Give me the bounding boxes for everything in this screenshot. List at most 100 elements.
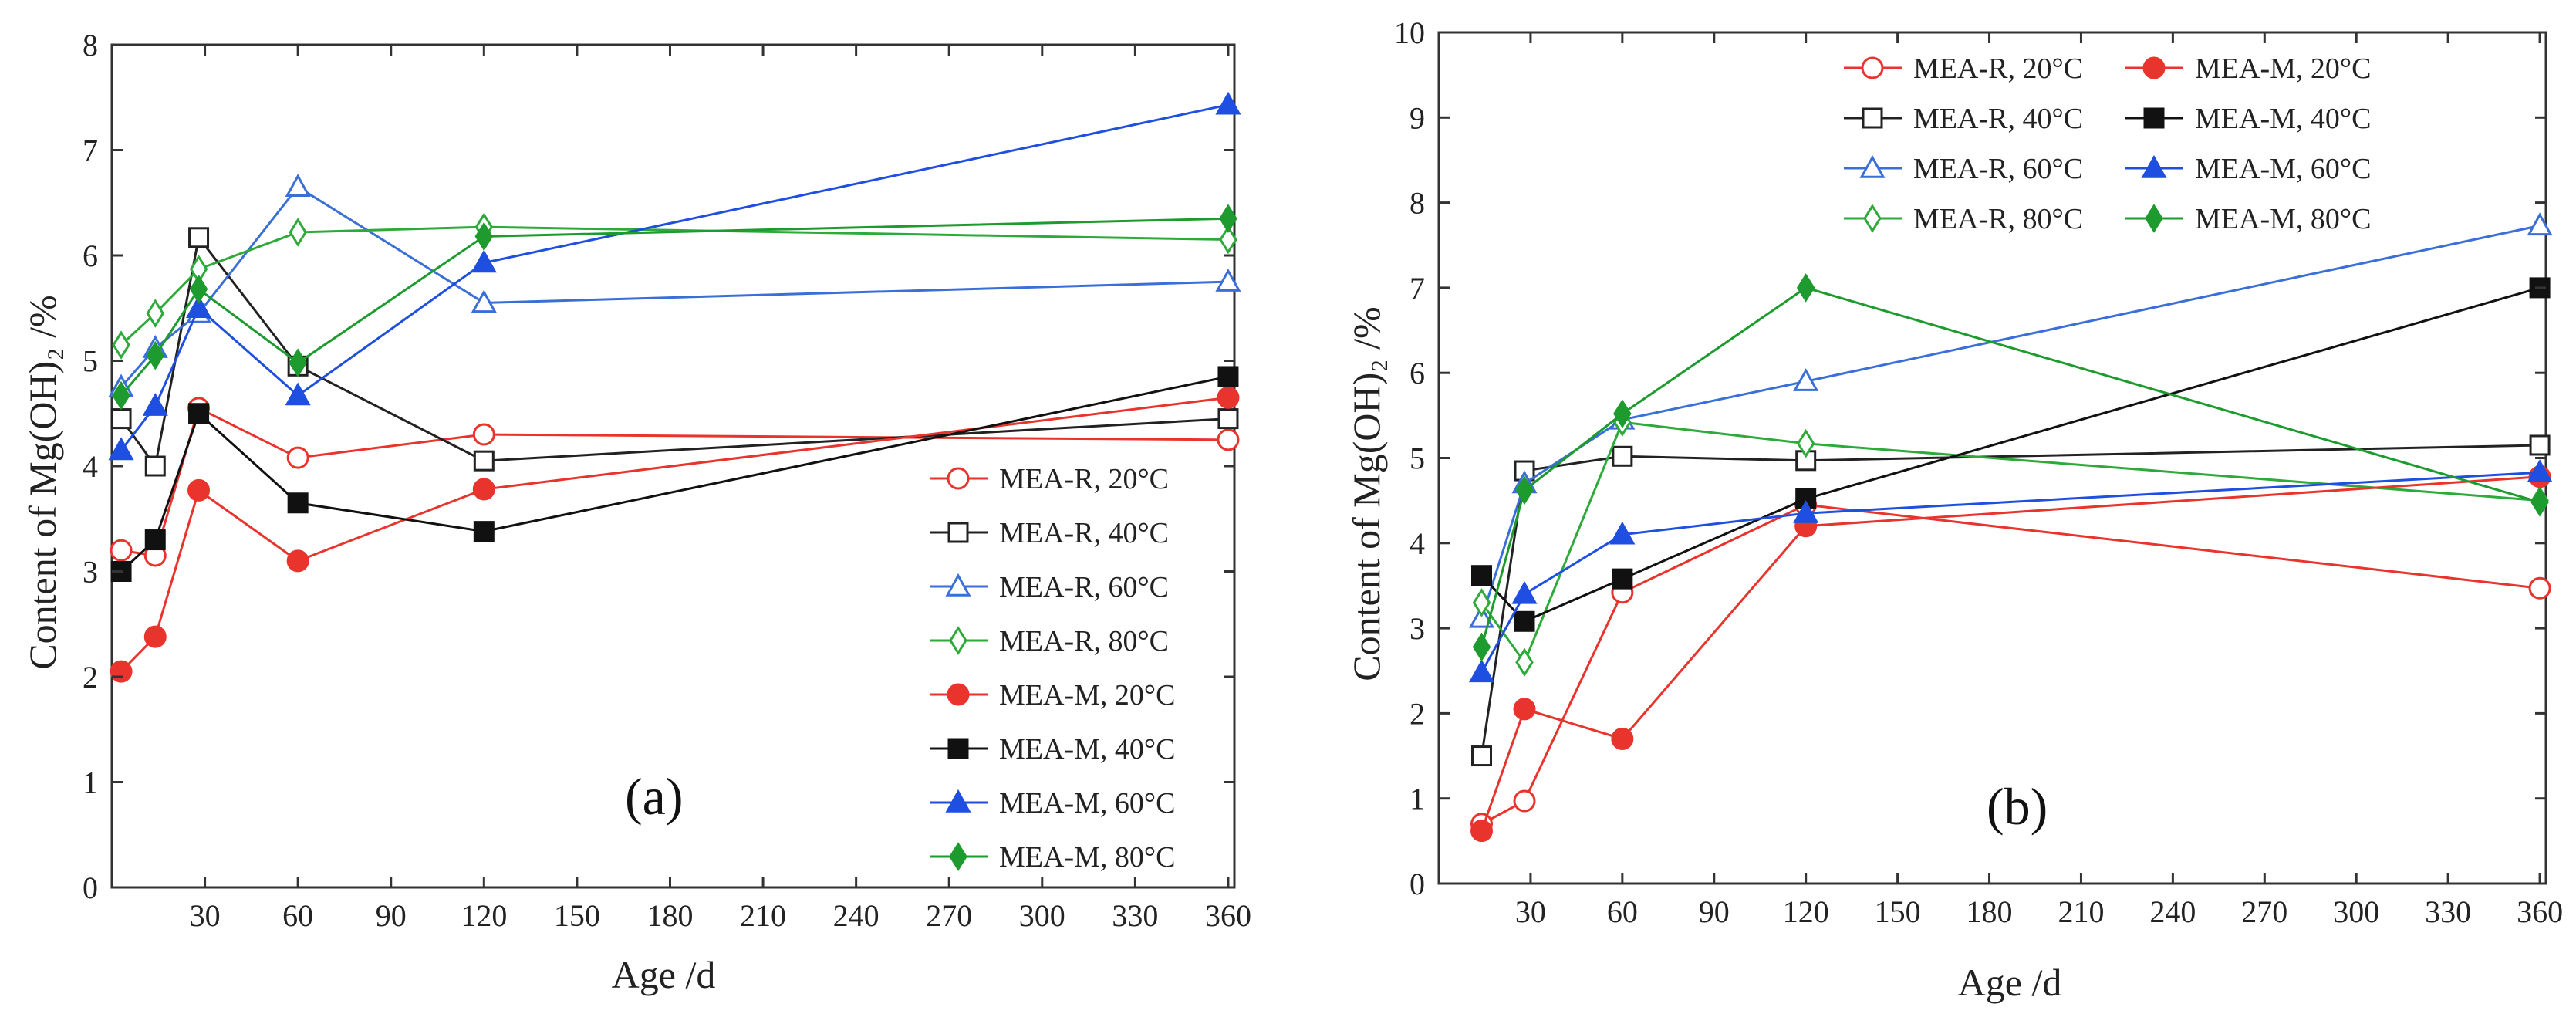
mea-r-40c-point-5	[1217, 408, 1239, 430]
mea-r-80c-point-3	[1796, 428, 1815, 458]
mea-m-80c-point-4	[2530, 488, 2549, 517]
mea-r-40c-point-4	[473, 450, 495, 472]
y-tick-label-10: 10	[1394, 15, 1425, 50]
x-tick-label-30: 30	[1515, 894, 1546, 929]
mea-r-40c-point-2	[188, 227, 210, 248]
legend-mea-m-20c-point-marker	[2142, 56, 2166, 79]
y-tick-label-3: 3	[83, 555, 98, 590]
legend-mea-r-40c-point-marker	[947, 522, 969, 543]
mea-m-80c-point-4	[474, 221, 494, 252]
legend-entry-mea-r-80c: MEA-R, 80°C	[1844, 203, 2083, 235]
mea-m-60c-point-1	[1511, 580, 1538, 604]
y-tick-label-5: 5	[83, 344, 98, 379]
legend-mea-m-40c-point-marker	[2143, 107, 2165, 129]
legend-label: MEA-R, 20°C	[1913, 52, 2083, 85]
legend-label: MEA-M, 40°C	[2195, 103, 2371, 135]
mea-m-80c-line	[120, 217, 1228, 397]
y-tick-label-6: 6	[83, 238, 98, 273]
legend-entry-mea-r-60c: MEA-R, 60°C	[930, 571, 1169, 603]
legend-mea-r-20c-point-marker	[1861, 56, 1884, 79]
legend-label: MEA-M, 40°C	[999, 733, 1175, 766]
mea-m-20c-point-0	[110, 660, 133, 683]
x-tick-label-90: 90	[376, 898, 407, 933]
mea-m-60c-point-4	[2527, 459, 2553, 482]
y-tick-label-7: 7	[83, 134, 98, 168]
mea-m-40c-point-2	[188, 403, 210, 424]
x-axis-title-b: Age /d	[1958, 961, 2062, 1004]
legend-entry-mea-m-80c: MEA-M, 80°C	[2125, 203, 2371, 235]
mea-m-80c-point-3	[289, 348, 307, 378]
mea-m-20c-point-3	[286, 549, 309, 573]
y-tick-label-6: 6	[1410, 356, 1425, 390]
mea-m-80c-point-3	[1796, 273, 1815, 303]
mea-m-40c-point-4	[473, 521, 495, 542]
mea-m-80c-point-2	[1613, 399, 1632, 428]
mea-m-60c-point-2	[185, 295, 212, 318]
legend-label: MEA-R, 60°C	[999, 571, 1169, 603]
x-tick-label-60: 60	[282, 898, 313, 933]
legend-label: MEA-R, 80°C	[1913, 203, 2083, 235]
mea-m-20c-point-5	[1217, 386, 1240, 409]
mea-m-60c-point-5	[1215, 91, 1241, 115]
y-tick-label-2: 2	[1410, 696, 1425, 731]
series-mea-m-40c	[110, 366, 1239, 582]
y-tick-label-3: 3	[1410, 611, 1425, 646]
y-tick-label-1: 1	[83, 766, 98, 800]
mea-r-20c-point-4	[472, 423, 495, 446]
mea-r-80c-point-5	[1219, 225, 1237, 255]
y-axis-title-b: Content of Mg(OH)₂ /%	[1345, 306, 1388, 681]
x-tick-label-30: 30	[190, 898, 221, 933]
legend-entry-mea-m-40c: MEA-M, 40°C	[2125, 103, 2371, 135]
legend-mea-m-40c-point-marker	[947, 738, 969, 759]
series-mea-m-40c	[1470, 277, 2551, 632]
panel-label-a: (a)	[625, 767, 683, 826]
mea-m-20c-point-1	[143, 625, 167, 648]
x-tick-label-120: 120	[1783, 894, 1829, 929]
legend-label: MEA-M, 80°C	[999, 841, 1175, 874]
mea-m-60c-point-4	[471, 249, 497, 273]
mea-r-80c-point-0	[1472, 588, 1491, 617]
legend-mea-r-80c-point-marker	[949, 626, 967, 655]
mea-r-40c-line	[1480, 444, 2541, 756]
legend-entry-mea-r-80c: MEA-R, 80°C	[930, 625, 1169, 657]
legend-mea-m-80c-point-marker	[949, 842, 967, 871]
legend-label: MEA-M, 20°C	[2195, 52, 2371, 85]
mea-m-20c-point-0	[1470, 820, 1493, 843]
legend-entry-mea-m-80c: MEA-M, 80°C	[930, 841, 1175, 874]
x-tick-label-180: 180	[1967, 894, 2013, 929]
mea-m-20c-point-4	[472, 478, 495, 501]
mea-m-40c-point-2	[1612, 568, 1633, 590]
mea-r-20c-line	[1480, 503, 2541, 826]
legend-label: MEA-R, 40°C	[999, 517, 1169, 549]
panel-label-b: (b)	[1987, 777, 2048, 836]
mea-m-40c-point-3	[287, 492, 309, 514]
legend-mea-m-80c-point-marker	[2145, 204, 2163, 233]
x-tick-label-270: 270	[2241, 894, 2287, 929]
legend-entry-mea-r-40c: MEA-R, 40°C	[930, 517, 1169, 549]
mea-r-80c-point-1	[1515, 647, 1534, 678]
y-tick-label-8: 8	[83, 28, 98, 63]
x-tick-label-360: 360	[1205, 898, 1251, 933]
x-tick-label-270: 270	[926, 898, 972, 933]
mea-m-60c-point-2	[1609, 521, 1636, 545]
mea-r-80c-point-1	[146, 299, 165, 328]
legend-mea-r-20c-point-marker	[947, 467, 970, 490]
mea-m-80c-point-0	[1472, 632, 1491, 662]
mea-m-60c-point-1	[142, 393, 168, 416]
mea-r-60c-line	[1480, 224, 2541, 619]
x-tick-label-210: 210	[740, 898, 786, 933]
x-tick-label-300: 300	[1019, 898, 1065, 933]
legend-label: MEA-M, 20°C	[999, 679, 1175, 711]
mea-r-60c-point-3	[1793, 368, 1819, 391]
mea-r-80c-point-0	[112, 330, 130, 360]
y-tick-label-4: 4	[83, 449, 98, 484]
y-tick-label-5: 5	[1410, 441, 1425, 476]
mea-r-20c-point-1	[1513, 789, 1536, 813]
y-axis-title-a: Content of Mg(OH)₂ /%	[21, 295, 64, 669]
mea-m-40c-point-4	[2529, 277, 2551, 299]
mea-m-80c-point-1	[1515, 475, 1534, 505]
legend-mea-m-60c-point-marker	[945, 789, 971, 813]
mea-r-60c-point-5	[1215, 269, 1241, 292]
legend-entry-mea-m-20c: MEA-M, 20°C	[2125, 52, 2371, 85]
x-tick-label-60: 60	[1607, 894, 1638, 929]
